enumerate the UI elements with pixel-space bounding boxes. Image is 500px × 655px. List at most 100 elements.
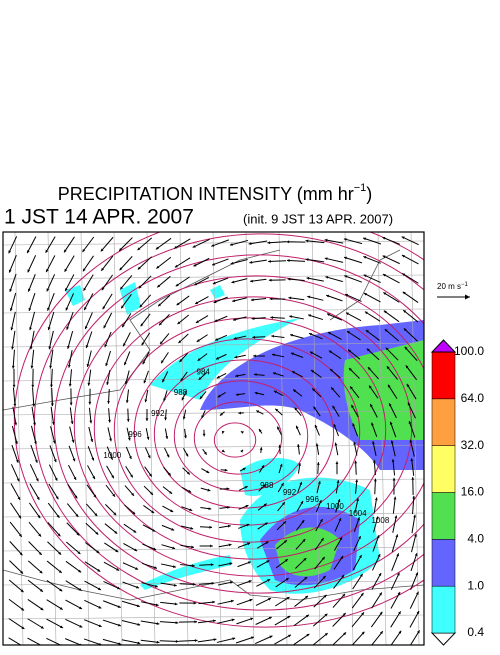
wind-arrow (50, 445, 56, 462)
wind-arrow (47, 274, 55, 291)
colorbar-segment (432, 399, 455, 446)
wind-arrow (46, 255, 55, 272)
wind-arrow (84, 600, 101, 608)
wind-arrow (103, 620, 121, 626)
wind-arrow (11, 312, 15, 330)
wind-arrow (66, 581, 82, 591)
wind-arrow (141, 621, 160, 624)
wind-arrow (67, 312, 73, 330)
isobar-label: 1000 (103, 451, 121, 460)
wind-arrow (141, 640, 160, 642)
isobar-label: 984 (197, 367, 211, 376)
wind-arrow (9, 619, 25, 629)
wind-arrow (390, 631, 401, 646)
wind-arrow (179, 640, 198, 641)
wind-arrow (29, 522, 41, 536)
wind-arrow (345, 294, 361, 301)
wind-arrowhead (176, 621, 179, 624)
isobar-label: 1000 (326, 502, 344, 511)
wind-arrow (410, 611, 419, 627)
wind-arrow (28, 255, 36, 272)
wind-arrow (410, 592, 418, 609)
wind-arrowhead (354, 461, 357, 464)
wind-arrow (11, 293, 16, 311)
wind-arrowhead (13, 404, 16, 407)
wind-scale: 20 m s−1 (437, 282, 469, 292)
colorbar-label: 1.0 (467, 578, 484, 592)
wind-arrow (255, 636, 272, 644)
wind-arrow (217, 619, 234, 623)
wind-arrowhead (31, 385, 34, 388)
colorbar-end (432, 340, 455, 352)
wind-arrow (402, 255, 419, 264)
wind-arrow (103, 601, 121, 608)
wind-arrowhead (31, 366, 34, 369)
wind-arrow (30, 464, 38, 481)
wind-arrow (391, 592, 400, 608)
grid-line (114, 232, 122, 645)
wind-arrowhead (374, 479, 377, 482)
wind-arrow (84, 293, 93, 310)
wind-arrow (122, 621, 140, 625)
wind-arrow (403, 310, 418, 322)
wind-arrow (287, 260, 305, 261)
title-end: ) (366, 184, 372, 204)
wind-arrowhead (317, 462, 320, 465)
wind-arrow (217, 638, 235, 642)
wind-arrowhead (164, 418, 167, 421)
title: PRECIPITATION INTENSITY (mm hr−1) (58, 182, 373, 204)
wind-arrow (156, 238, 171, 249)
wind-arrow (122, 640, 140, 644)
wind-arrow (313, 614, 327, 626)
wind-arrow (352, 632, 365, 646)
wind-arrow (364, 293, 381, 302)
grid-line (246, 232, 254, 645)
wind-arrow (84, 581, 101, 590)
wind-arrow (384, 311, 399, 322)
wind-arrow (49, 465, 57, 481)
wind-arrow (403, 292, 418, 303)
wind-arrow (275, 635, 291, 644)
colorbar-label: 32.0 (461, 438, 485, 452)
wind-arrow (383, 256, 400, 264)
wind-arrow (122, 601, 140, 606)
wind-arrow (275, 616, 291, 625)
wind-arrow (103, 639, 121, 644)
wind-arrowhead (107, 401, 110, 404)
wind-arrow (66, 561, 81, 572)
wind-arrowhead (240, 450, 243, 453)
wind-arrow (28, 561, 42, 573)
wind-arrow (156, 257, 170, 268)
wind-arrow (9, 561, 23, 574)
wind-arrow (65, 619, 82, 627)
wind-arrow (31, 426, 36, 444)
wind-arrow (9, 638, 25, 648)
wind-arrow (65, 256, 75, 272)
wind-arrow (352, 612, 364, 626)
wind-arrow (268, 242, 287, 243)
colorbar-label: 0.4 (467, 625, 484, 639)
wind-arrow (32, 350, 34, 369)
wind-arrow (413, 496, 414, 514)
wind-arrow (101, 256, 113, 271)
isobar-label: 992 (151, 409, 165, 418)
wind-arrow (325, 277, 342, 282)
wind-arrow (9, 580, 23, 592)
isobar-label: 1004 (349, 509, 367, 518)
wind-arrowhead (241, 431, 244, 434)
wind-arrow (383, 292, 399, 302)
wind-arrowhead (89, 421, 92, 424)
isobar (214, 423, 255, 457)
wind-arrow (69, 350, 72, 368)
wind-arrow (33, 388, 34, 407)
colorbar-segment (432, 586, 455, 633)
wind-arrow (391, 611, 401, 627)
wind-scale-arrowhead (465, 295, 470, 300)
wind-arrow (268, 261, 286, 262)
wind-arrow (294, 634, 310, 645)
wind-arrow (412, 515, 415, 533)
wind-arrowhead (260, 447, 263, 450)
wind-arrow (47, 600, 63, 610)
wind-arrowhead (270, 316, 273, 319)
